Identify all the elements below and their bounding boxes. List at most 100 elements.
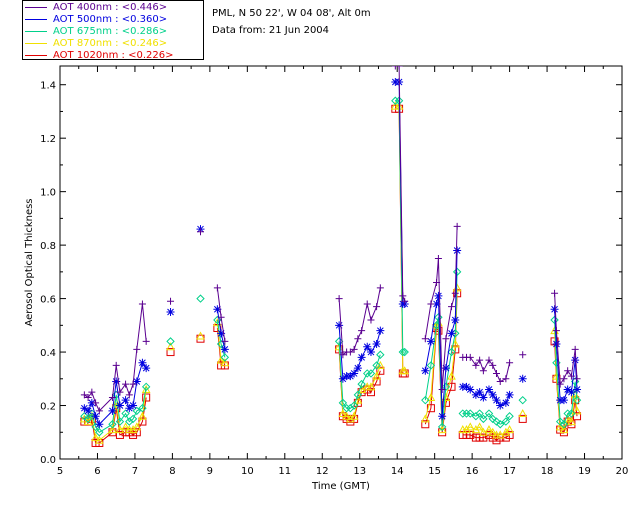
series-line bbox=[216, 319, 226, 358]
data-point bbox=[115, 430, 124, 439]
data-point bbox=[350, 345, 358, 353]
data-point bbox=[373, 303, 381, 311]
data-point bbox=[115, 401, 124, 410]
data-point bbox=[395, 66, 403, 70]
legend-swatch bbox=[25, 18, 47, 20]
legend-swatch bbox=[25, 54, 47, 56]
data-point bbox=[426, 404, 435, 413]
data-point bbox=[342, 411, 351, 420]
data-point bbox=[129, 401, 138, 410]
data-point bbox=[489, 361, 497, 369]
x-tick-label: 6 bbox=[94, 466, 100, 477]
x-tick-label: 13 bbox=[353, 466, 366, 477]
data-point bbox=[567, 388, 576, 397]
data-point bbox=[485, 356, 493, 364]
data-point bbox=[434, 254, 442, 262]
data-point bbox=[353, 390, 363, 400]
data-point bbox=[213, 315, 222, 325]
legend-item-1020nm: AOT 1020nm : <0.226> bbox=[25, 50, 173, 62]
data-point bbox=[132, 377, 141, 386]
data-point bbox=[376, 350, 385, 359]
x-tick-label: 17 bbox=[503, 466, 516, 477]
data-point bbox=[434, 313, 443, 322]
data-point bbox=[349, 401, 359, 410]
data-point bbox=[339, 351, 347, 359]
data-point bbox=[366, 388, 375, 397]
series-line bbox=[424, 271, 458, 427]
data-point bbox=[496, 420, 505, 429]
series-line bbox=[395, 100, 405, 353]
series-line bbox=[554, 293, 578, 386]
data-point bbox=[452, 267, 462, 277]
series-line bbox=[84, 361, 147, 426]
data-point bbox=[567, 409, 576, 418]
x-tick-label: 7 bbox=[132, 466, 138, 477]
data-point bbox=[138, 403, 147, 413]
data-point bbox=[421, 395, 430, 405]
data-point bbox=[502, 375, 510, 383]
x-tick-label: 18 bbox=[541, 466, 554, 477]
series-aot-400nm bbox=[80, 66, 581, 415]
data-point bbox=[518, 414, 527, 423]
data-point bbox=[563, 385, 572, 394]
data-point bbox=[475, 422, 484, 431]
data-point bbox=[366, 382, 376, 391]
data-point bbox=[551, 289, 559, 297]
series-line bbox=[424, 287, 458, 430]
data-point bbox=[376, 360, 385, 369]
data-point bbox=[108, 420, 117, 429]
data-point bbox=[372, 361, 381, 370]
data-point bbox=[142, 337, 150, 345]
legend-swatch bbox=[25, 6, 47, 8]
data-point bbox=[357, 353, 366, 362]
data-point bbox=[115, 425, 125, 434]
data-point bbox=[166, 307, 175, 316]
data-point bbox=[492, 396, 501, 405]
data-point bbox=[453, 222, 461, 230]
data-point bbox=[434, 291, 443, 300]
legend-swatch bbox=[25, 30, 47, 32]
data-point bbox=[346, 372, 355, 381]
data-point bbox=[476, 356, 484, 364]
y-tick-label: 0.6 bbox=[40, 295, 56, 306]
data-point bbox=[213, 305, 222, 314]
data-point bbox=[95, 407, 103, 415]
legend-label: AOT 870nm : <0.246> bbox=[53, 38, 168, 49]
data-point bbox=[125, 404, 134, 413]
x-tick-label: 12 bbox=[316, 466, 329, 477]
data-point bbox=[366, 369, 376, 378]
legend-label: AOT 1020nm : <0.226> bbox=[53, 50, 174, 61]
data-point bbox=[216, 355, 226, 364]
data-point bbox=[442, 335, 450, 343]
data-point bbox=[441, 364, 450, 373]
x-tick-label: 11 bbox=[278, 466, 291, 477]
data-point bbox=[421, 366, 430, 375]
data-point bbox=[560, 375, 568, 383]
data-point bbox=[354, 335, 362, 343]
data-point bbox=[128, 414, 138, 424]
y-tick-label: 0.4 bbox=[40, 348, 56, 359]
data-point bbox=[479, 433, 488, 442]
data-point bbox=[479, 367, 487, 375]
data-point bbox=[550, 315, 559, 325]
data-point bbox=[559, 420, 569, 429]
data-point bbox=[518, 374, 527, 383]
data-point bbox=[196, 294, 205, 303]
data-point bbox=[466, 409, 475, 418]
series-line bbox=[84, 303, 147, 412]
data-point bbox=[505, 425, 514, 434]
data-point bbox=[453, 246, 462, 255]
data-point bbox=[83, 414, 93, 424]
data-point bbox=[496, 401, 505, 410]
data-point bbox=[132, 422, 142, 431]
data-point bbox=[217, 329, 226, 338]
data-point bbox=[475, 409, 484, 418]
data-point bbox=[399, 292, 407, 300]
legend-item-870nm: AOT 870nm : <0.246> bbox=[25, 38, 167, 50]
y-tick-label: 1.2 bbox=[40, 134, 56, 145]
data-point bbox=[91, 412, 100, 421]
data-point bbox=[398, 347, 408, 357]
data-point bbox=[220, 358, 230, 367]
legend-item-400nm: AOT 400nm : <0.446> bbox=[25, 2, 167, 14]
data-point bbox=[391, 66, 399, 70]
